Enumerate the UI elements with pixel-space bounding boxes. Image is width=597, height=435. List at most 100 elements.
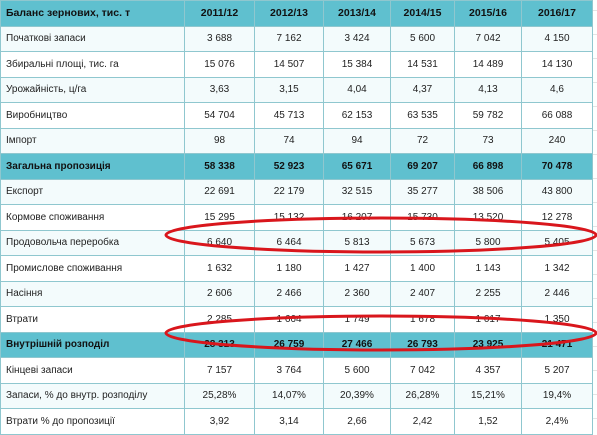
table-row: Урожайність, ц/га 3,63 3,15 4,04 4,37 4,13 4,6 bbox=[0, 76, 593, 103]
table-cell: 2 466 bbox=[254, 280, 324, 307]
table-cell: 1 749 bbox=[323, 306, 391, 333]
table-cell: 4 357 bbox=[454, 357, 522, 384]
table-cell: 3,63 bbox=[184, 76, 255, 103]
table-cell: 63 535 bbox=[390, 102, 455, 129]
table-cell: 23 925 bbox=[454, 331, 522, 358]
table-row: Початкові запаси 3 688 7 162 3 424 5 600 7 04… bbox=[0, 25, 593, 52]
header-year: 2014/15 bbox=[390, 0, 455, 27]
table-cell: 2 360 bbox=[323, 280, 391, 307]
table-cell: 66 898 bbox=[454, 153, 522, 180]
table-cell: 28 313 bbox=[184, 331, 255, 358]
table-row: Збиральні площі, тис. га 15 076 14 507 15 3… bbox=[0, 51, 593, 78]
table-cell: 2,4% bbox=[521, 408, 593, 435]
table-cell: 3,14 bbox=[254, 408, 324, 435]
row-label: Початкові запаси bbox=[0, 25, 185, 52]
table-cell: 3 764 bbox=[254, 357, 324, 384]
table-cell: 70 478 bbox=[521, 153, 593, 180]
table-row: Насіння 2 606 2 466 2 360 2 407 2 255 2 446 bbox=[0, 280, 593, 307]
table-cell: 4,37 bbox=[390, 76, 455, 103]
table-cell: 13 520 bbox=[454, 204, 522, 231]
table-cell: 1 342 bbox=[521, 255, 593, 282]
header-year: 2016/17 bbox=[521, 0, 593, 27]
table-cell: 16 207 bbox=[323, 204, 391, 231]
table-cell: 5 600 bbox=[323, 357, 391, 384]
table-cell: 59 782 bbox=[454, 102, 522, 129]
table-row: Виробництво 54 704 45 713 62 153 63 535 59 78… bbox=[0, 102, 593, 129]
table-cell: 7 162 bbox=[254, 25, 324, 52]
table-cell: 14 507 bbox=[254, 51, 324, 78]
table-cell: 5 207 bbox=[521, 357, 593, 384]
table-cell: 62 153 bbox=[323, 102, 391, 129]
header-label: Баланс зернових, тис. т bbox=[0, 0, 185, 27]
table-row: Промислове споживання 1 632 1 180 1 427 1 40… bbox=[0, 255, 593, 282]
table-cell: 7 042 bbox=[390, 357, 455, 384]
table-cell: 1 427 bbox=[323, 255, 391, 282]
table-cell: 4,04 bbox=[323, 76, 391, 103]
table-cell: 32 515 bbox=[323, 178, 391, 205]
table-cell: 54 704 bbox=[184, 102, 255, 129]
row-label: Імпорт bbox=[0, 127, 185, 154]
table-cell: 6 464 bbox=[254, 229, 324, 256]
table-cell: 2,42 bbox=[390, 408, 455, 435]
table-cell: 72 bbox=[390, 127, 455, 154]
table-cell: 1 143 bbox=[454, 255, 522, 282]
table-cell: 4,6 bbox=[521, 76, 593, 103]
row-label: Кінцеві запаси bbox=[0, 357, 185, 384]
table-cell: 43 800 bbox=[521, 178, 593, 205]
table-cell: 1,52 bbox=[454, 408, 522, 435]
table-cell: 2 285 bbox=[184, 306, 255, 333]
table-cell: 14 489 bbox=[454, 51, 522, 78]
table-cell: 2 255 bbox=[454, 280, 522, 307]
table-cell: 2 446 bbox=[521, 280, 593, 307]
table-cell: 5 600 bbox=[390, 25, 455, 52]
total-row: Внутрішній розподіл 28 313 26 759 27 466 26 … bbox=[0, 331, 593, 358]
table-cell: 69 207 bbox=[390, 153, 455, 180]
table-cell: 1 632 bbox=[184, 255, 255, 282]
row-label: Запаси, % до внутр. розподілу bbox=[0, 382, 185, 409]
table-cell: 21 471 bbox=[521, 331, 593, 358]
header-year: 2013/14 bbox=[323, 0, 391, 27]
table-cell: 58 338 bbox=[184, 153, 255, 180]
row-label: Урожайність, ц/га bbox=[0, 76, 185, 103]
row-label: Виробництво bbox=[0, 102, 185, 129]
table-row: Втрати 2 285 1 664 1 749 1 678 1 017 1 350 bbox=[0, 306, 593, 333]
table-cell: 20,39% bbox=[323, 382, 391, 409]
table-cell: 25,28% bbox=[184, 382, 255, 409]
table-cell: 14 531 bbox=[390, 51, 455, 78]
table-cell: 3,15 bbox=[254, 76, 324, 103]
table-cell: 26 759 bbox=[254, 331, 324, 358]
table-row: Втрати % до пропозиції 3,92 3,14 2,66 2,42 1,… bbox=[0, 408, 593, 435]
table-cell: 15 076 bbox=[184, 51, 255, 78]
table-cell: 65 671 bbox=[323, 153, 391, 180]
table-cell: 52 923 bbox=[254, 153, 324, 180]
row-label: Промислове споживання bbox=[0, 255, 185, 282]
table-row: Експорт 22 691 22 179 32 515 35 277 38 506 43 … bbox=[0, 178, 593, 205]
table-cell: 7 042 bbox=[454, 25, 522, 52]
table-cell: 15 132 bbox=[254, 204, 324, 231]
table-cell: 1 350 bbox=[521, 306, 593, 333]
table-cell: 5 800 bbox=[454, 229, 522, 256]
table-cell: 27 466 bbox=[323, 331, 391, 358]
table-cell: 66 088 bbox=[521, 102, 593, 129]
header-year: 2011/12 bbox=[184, 0, 255, 27]
table-cell: 14,07% bbox=[254, 382, 324, 409]
row-label: Продовольча переробка bbox=[0, 229, 185, 256]
table-cell: 4 150 bbox=[521, 25, 593, 52]
table-cell: 35 277 bbox=[390, 178, 455, 205]
table-cell: 15,21% bbox=[454, 382, 522, 409]
table-cell: 15 384 bbox=[323, 51, 391, 78]
table-cell: 74 bbox=[254, 127, 324, 154]
table-cell: 26,28% bbox=[390, 382, 455, 409]
total-row: Загальна пропозиція 58 338 52 923 65 671 69 … bbox=[0, 153, 593, 180]
table-row: Кінцеві запаси 7 157 3 764 5 600 7 042 4 357 5… bbox=[0, 357, 593, 384]
table-cell: 2 606 bbox=[184, 280, 255, 307]
table-cell: 45 713 bbox=[254, 102, 324, 129]
row-label: Кормове споживання bbox=[0, 204, 185, 231]
row-label: Збиральні площі, тис. га bbox=[0, 51, 185, 78]
table-cell: 94 bbox=[323, 127, 391, 154]
table-cell: 15 295 bbox=[184, 204, 255, 231]
table-cell: 1 017 bbox=[454, 306, 522, 333]
row-label: Втрати bbox=[0, 306, 185, 333]
row-label: Втрати % до пропозиції bbox=[0, 408, 185, 435]
